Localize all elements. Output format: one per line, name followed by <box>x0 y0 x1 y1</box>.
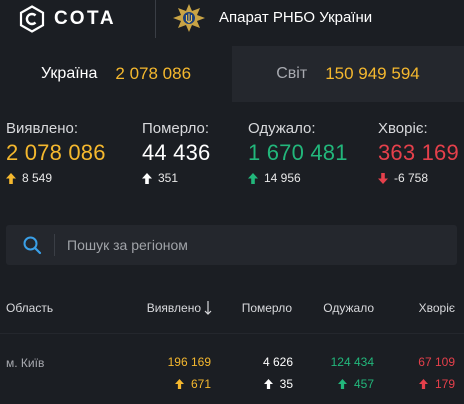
stat-delta: 8 549 <box>6 171 106 185</box>
column-header-label: Виявлено <box>146 301 201 315</box>
tab-ukraine[interactable]: Україна 2 078 086 <box>0 46 232 102</box>
arrow-up-icon <box>6 172 16 184</box>
cell-delta: 179 <box>418 377 455 391</box>
arrow-up-icon <box>337 379 347 389</box>
stat-value: 2 078 086 <box>6 140 106 165</box>
stat-deaths: Померло: 44 436 351 <box>142 120 211 185</box>
logo-text: СОТА <box>54 8 117 29</box>
tab-label: Україна <box>40 65 98 82</box>
stat-value: 1 670 481 <box>248 140 348 165</box>
tab-world[interactable]: Світ 150 949 594 <box>232 46 464 102</box>
arrow-up-icon <box>418 379 428 389</box>
cell-delta: 671 <box>168 377 211 391</box>
column-header-recovered[interactable]: Одужало <box>323 301 374 315</box>
arrow-up-icon <box>174 379 184 389</box>
column-header-sick[interactable]: Хворіє <box>418 301 455 315</box>
cell-value: 67 109 <box>418 355 455 369</box>
stat-label: Виявлено: <box>6 120 79 137</box>
column-header-deaths[interactable]: Померло <box>241 301 292 315</box>
cell-delta-value: 457 <box>353 377 374 391</box>
stat-value: 363 169 <box>378 140 459 165</box>
sort-down-icon <box>204 301 212 315</box>
stat-label: Хворіє: <box>378 120 428 137</box>
org-name: Апарат РНБО України <box>219 9 373 26</box>
cell-delta-value: 671 <box>190 377 211 391</box>
stat-delta: 14 956 <box>248 171 348 185</box>
sota-logo[interactable]: СОТА <box>18 5 116 33</box>
header-divider <box>155 0 156 38</box>
stat-recovered: Одужало: 1 670 481 14 956 <box>248 120 348 185</box>
arrow-up-icon <box>142 172 152 184</box>
cell-delta: 457 <box>331 377 374 391</box>
row-deaths: 4 626 35 <box>263 355 293 391</box>
top-header: СОТА Апарат РНБО України <box>0 0 464 38</box>
row-recovered: 124 434 457 <box>331 355 374 391</box>
cell-delta-value: 179 <box>434 377 455 391</box>
cell-delta-value: 35 <box>279 377 293 391</box>
region-tabs: Україна 2 078 086 Світ 150 949 594 <box>0 46 464 102</box>
stat-delta-value: 8 549 <box>22 171 53 185</box>
arrow-up-icon <box>263 379 273 389</box>
tab-value: 2 078 086 <box>115 64 192 83</box>
stat-delta: 351 <box>142 171 211 185</box>
cell-value: 196 169 <box>167 355 211 369</box>
column-header-detected[interactable]: Виявлено <box>147 301 212 315</box>
tab-label: Світ <box>276 65 308 82</box>
stat-delta-value: 14 956 <box>264 171 301 185</box>
arrow-up-icon <box>248 172 258 184</box>
tab-value: 150 949 594 <box>325 64 420 83</box>
stat-detected: Виявлено: 2 078 086 8 549 <box>6 120 106 185</box>
region-search[interactable] <box>6 225 457 265</box>
column-header-region[interactable]: Область <box>6 301 54 315</box>
table-divider <box>0 333 464 334</box>
stat-label: Одужало: <box>248 120 316 137</box>
cell-value: 4 626 <box>262 355 293 369</box>
search-icon[interactable] <box>22 235 42 255</box>
stat-value: 44 436 <box>142 140 211 165</box>
stat-label: Померло: <box>142 120 210 137</box>
stat-sick: Хворіє: 363 169 -6 758 <box>378 120 459 185</box>
cell-delta: 35 <box>263 377 293 391</box>
cell-value: 124 434 <box>330 355 374 369</box>
row-detected: 196 169 671 <box>168 355 211 391</box>
search-divider <box>54 234 55 256</box>
stat-delta-value: 351 <box>158 171 179 185</box>
nsdc-emblem-icon <box>173 4 205 32</box>
stat-delta-value: -6 758 <box>394 171 429 185</box>
row-sick: 67 109 179 <box>418 355 455 391</box>
row-region: м. Київ <box>6 356 45 370</box>
sota-logo-icon <box>19 5 45 33</box>
stat-delta: -6 758 <box>378 171 459 185</box>
search-input[interactable] <box>67 237 427 253</box>
arrow-down-icon <box>378 172 388 184</box>
